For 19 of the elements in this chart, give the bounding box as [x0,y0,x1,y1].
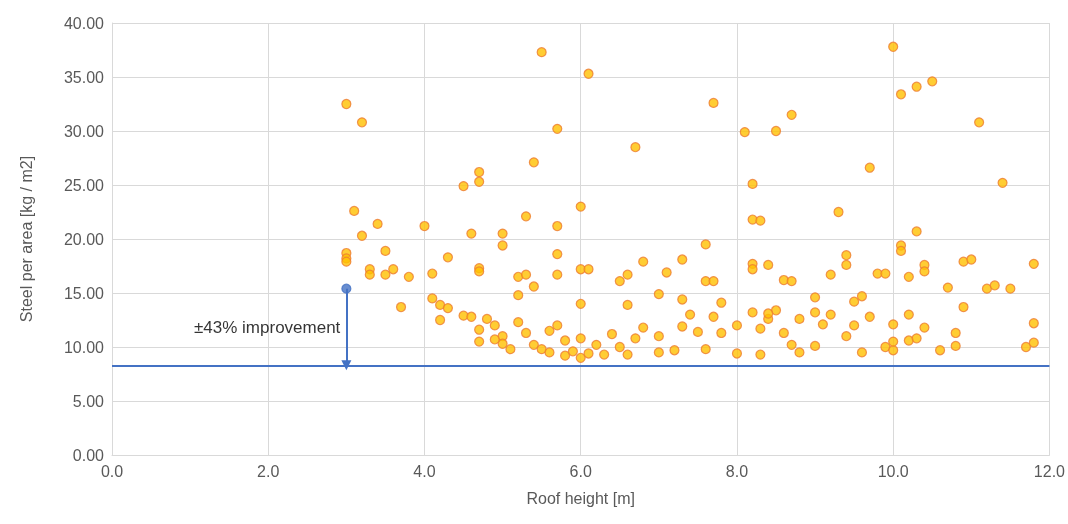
x-tick-label: 0.0 [100,462,124,480]
y-tick-label: 0.00 [72,446,105,464]
y-tick-label: 35.00 [63,68,105,86]
y-tick-label: 20.00 [63,230,105,248]
y-tick-label: 25.00 [63,176,105,194]
x-tick-label: 2.0 [257,462,280,480]
y-tick-label: 15.00 [63,284,105,302]
y-tick-label: 40.00 [63,14,105,32]
x-tick-label: 10.0 [877,462,909,480]
x-tick-label: 4.0 [413,462,436,480]
x-tick-label: 8.0 [725,462,749,480]
x-tick-label: 12.0 [1033,462,1066,480]
y-tick-label: 10.00 [63,338,105,356]
x-axis-title: Roof height [m] [526,489,635,507]
x-tick-label: 6.0 [569,462,592,480]
y-tick-label: 5.00 [72,392,105,410]
y-axis-title: Steel per area [kg / m2] [17,155,35,323]
y-tick-label: 30.00 [63,122,105,140]
annotation: ±43% improvement [194,317,341,337]
